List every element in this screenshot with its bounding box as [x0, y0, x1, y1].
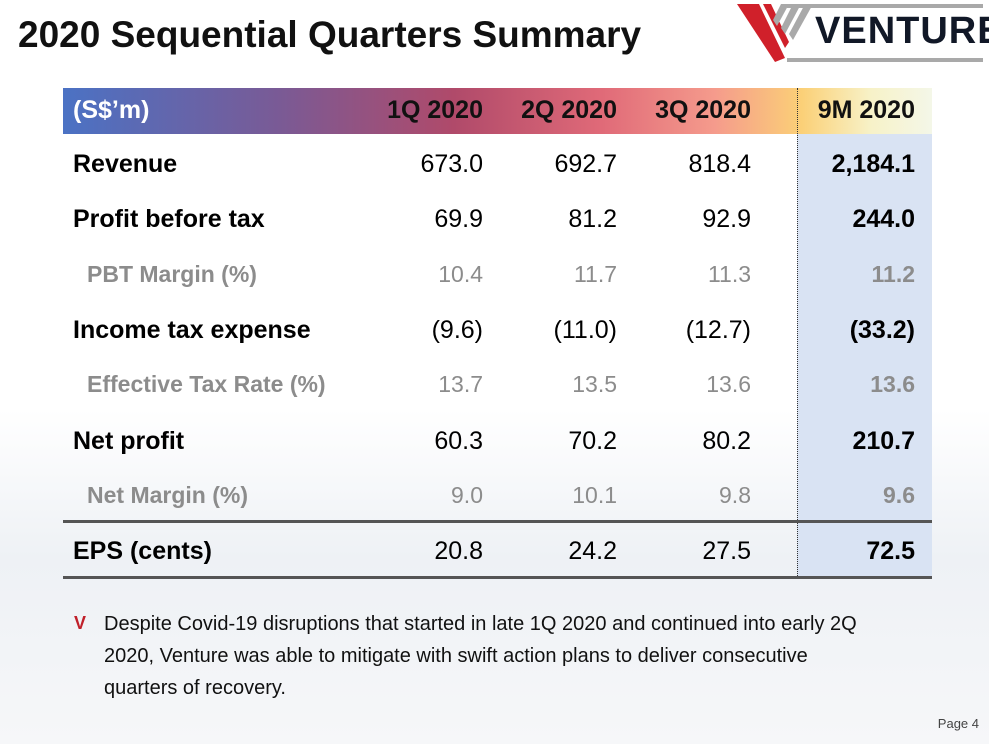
row-label: Revenue: [73, 150, 178, 178]
header-period: 1Q 2020: [387, 96, 483, 124]
header-period: 2Q 2020: [521, 96, 617, 124]
9m-column-highlight: [797, 134, 932, 578]
column-divider: [797, 88, 798, 578]
table-cell: (11.0): [553, 315, 617, 344]
table-cell: 20.8: [434, 537, 483, 566]
table-cell: 80.2: [702, 426, 751, 455]
table-cell: 9.6: [883, 481, 915, 508]
table-cell: 13.6: [706, 371, 751, 398]
table-cell: 9.0: [451, 481, 483, 508]
table-cell: (9.6): [431, 315, 483, 344]
table-cell: 2,184.1: [831, 150, 915, 178]
row-label: Net Margin (%): [87, 481, 248, 508]
logo-text: VENTURE: [815, 10, 989, 52]
row-label: EPS (cents): [73, 537, 212, 566]
logo-v-icon: [737, 4, 813, 62]
table-header: [63, 88, 932, 134]
table-cell: 13.5: [572, 371, 617, 398]
page-title: 2020 Sequential Quarters Summary: [18, 14, 642, 55]
table-cell: 92.9: [702, 205, 751, 234]
v-bullet-icon: V: [74, 613, 87, 633]
table-cell: 70.2: [568, 426, 617, 455]
venture-logo: VENTURE: [737, 2, 989, 64]
table-cell: 81.2: [568, 205, 617, 234]
table-cell: 10.4: [438, 260, 483, 287]
logo-top-bar: [787, 4, 983, 8]
table-cell: 13.6: [870, 371, 915, 398]
table-cell: 27.5: [702, 537, 751, 566]
table-bottom-border: [63, 576, 932, 579]
header-period: 9M 2020: [817, 96, 915, 124]
table-cell: 11.3: [707, 260, 751, 287]
table-cell: 69.9: [434, 205, 483, 234]
table-cell: 210.7: [852, 426, 915, 455]
row-label: Income tax expense: [73, 315, 311, 344]
row-label: PBT Margin (%): [87, 260, 257, 287]
table-cell: (12.7): [685, 315, 751, 344]
row-label: Effective Tax Rate (%): [87, 371, 326, 398]
row-label: Net profit: [73, 426, 185, 455]
page-number: Page 4: [937, 716, 979, 731]
table-cell: 9.8: [719, 481, 751, 508]
table-cell: 13.7: [438, 371, 483, 398]
table-cell: (33.2): [849, 315, 915, 344]
header-period: 3Q 2020: [655, 96, 751, 124]
table-cell: 10.1: [572, 481, 617, 508]
table-cell: 692.7: [554, 150, 617, 178]
logo-bottom-bar: [787, 58, 983, 62]
table-cell: 11.7: [573, 260, 617, 287]
divider: [63, 520, 932, 523]
table-cell: 673.0: [420, 150, 483, 178]
table-cell: 244.0: [852, 205, 915, 234]
row-label: Profit before tax: [73, 205, 265, 234]
note-text: Despite Covid-19 disruptions that starte…: [104, 613, 857, 699]
table-cell: 818.4: [688, 150, 751, 178]
table-cell: 24.2: [568, 537, 617, 566]
table-cell: 11.2: [871, 260, 916, 287]
table-cell: 60.3: [434, 426, 483, 455]
table-cell: 72.5: [866, 537, 915, 566]
header-unit: (S$’m): [73, 96, 150, 124]
